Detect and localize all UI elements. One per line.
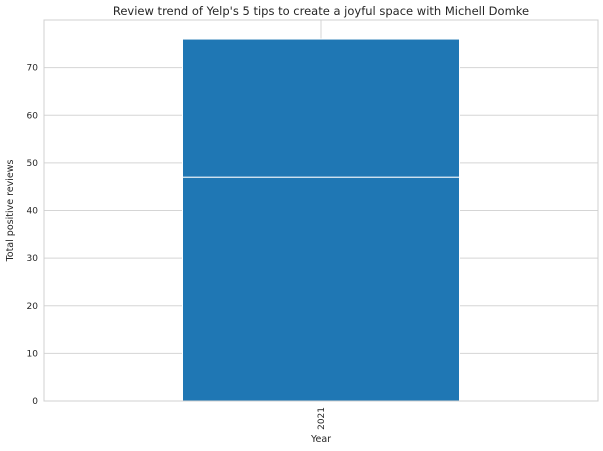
y-tick-label: 70 xyxy=(27,64,39,74)
plot-frame xyxy=(43,19,599,402)
y-tick-label: 60 xyxy=(27,111,39,121)
bars xyxy=(182,38,460,402)
chart-title: Review trend of Yelp's 5 tips to create … xyxy=(113,4,529,18)
y-tick-label: 50 xyxy=(27,159,39,169)
y-tick-label: 30 xyxy=(27,254,39,264)
x-axis-label: Year xyxy=(310,434,331,445)
bar-segment xyxy=(182,176,460,402)
y-axis-label: Total positive reviews xyxy=(5,160,16,263)
y-tick-label: 40 xyxy=(27,207,39,217)
x-tick-label: 2021 xyxy=(317,407,327,430)
y-tick-label: 0 xyxy=(32,397,38,407)
bar-segment xyxy=(182,38,460,178)
y-tick-label: 20 xyxy=(27,302,39,312)
y-tick-label: 10 xyxy=(27,349,39,359)
tick-labels: 0 10 20 30 40 50 60 70 2021 xyxy=(27,64,327,430)
